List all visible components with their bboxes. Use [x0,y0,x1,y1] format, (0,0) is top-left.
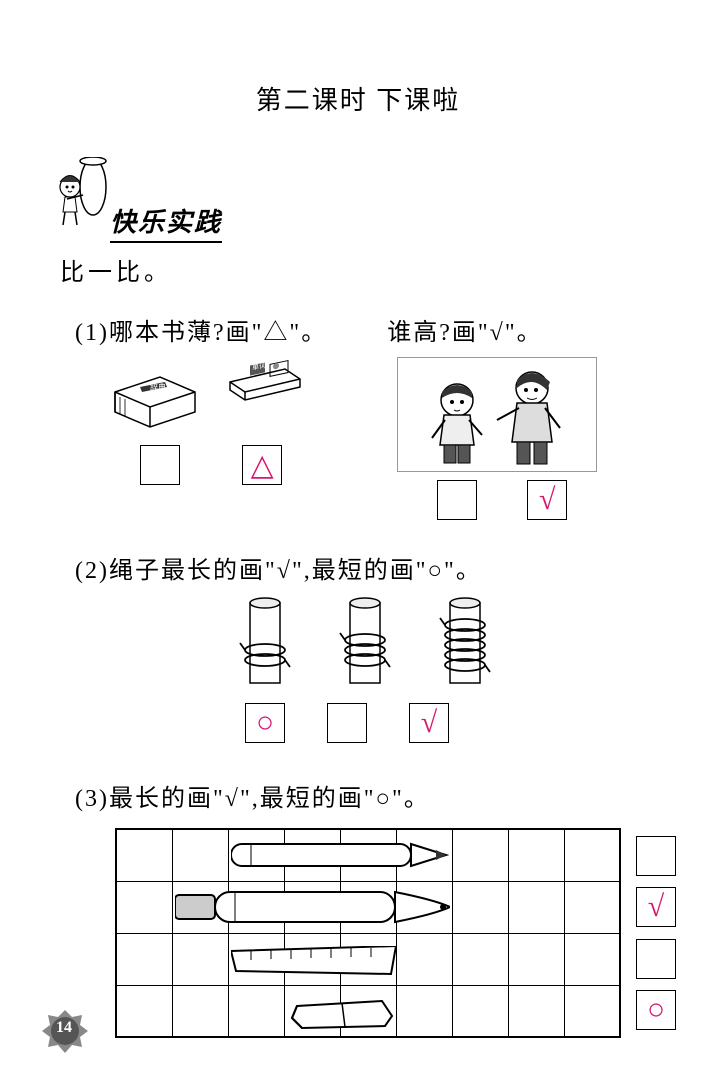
question-2: (2)绳子最长的画"√",最短的画"○"。 [75,550,716,743]
question-3: (3)最长的画"√",最短的画"○"。 [75,778,716,1038]
ruler-icon [231,946,396,976]
q1-left-text: (1)哪本书薄?画"△"。 [75,312,327,347]
cylinder-1-icon [230,595,300,695]
q3-text: (3)最长的画"√",最短的画"○"。 [75,778,716,813]
eraser-icon [287,996,395,1030]
mascot-icon [55,157,115,232]
q3-answer-2[interactable]: √ [636,887,676,927]
pencil-icon [231,838,449,872]
section-header: 快乐实践 [55,172,716,242]
q3-answer-1[interactable] [636,836,676,876]
q3-answer-4[interactable]: ○ [636,990,676,1030]
page-number: 14 [56,1019,72,1037]
section-title: 快乐实践 [110,202,222,243]
q2-answer-1[interactable]: ○ [245,703,285,743]
q3-answer-3[interactable] [636,939,676,979]
q2-answer-3[interactable]: √ [409,703,449,743]
thick-book-icon: 辞典 [105,357,205,437]
q1-right-answer-1[interactable] [437,480,477,520]
page-number-badge: 14 [40,1005,90,1055]
cylinder-2-icon [330,595,400,695]
intro-text: 比一比。 [60,252,716,287]
pen-icon [175,890,450,924]
q1-right-text: 谁高?画"√"。 [387,312,597,347]
q2-answer-2[interactable] [327,703,367,743]
page-title: 第二课时 下课啦 [0,0,716,117]
q1-left-answer-1[interactable] [140,445,180,485]
q1-left-answer-2[interactable]: △ [242,445,282,485]
q1-right-answer-2[interactable]: √ [527,480,567,520]
q2-text: (2)绳子最长的画"√",最短的画"○"。 [75,550,716,585]
question-1: (1)哪本书薄?画"△"。 辞典 单词 [75,312,716,520]
two-people-icon [402,360,592,470]
thin-book-icon: 单词 [220,357,305,437]
svg-text:辞典: 辞典 [150,382,166,392]
cylinder-3-icon [430,595,500,695]
